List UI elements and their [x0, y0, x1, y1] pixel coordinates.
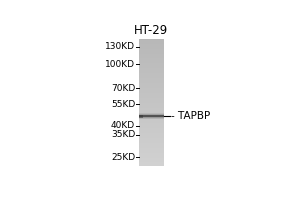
Text: 70KD: 70KD: [111, 84, 135, 93]
Text: 35KD: 35KD: [111, 130, 135, 139]
Text: 25KD: 25KD: [111, 153, 135, 162]
Text: HT-29: HT-29: [134, 24, 169, 37]
Text: - TAPBP: - TAPBP: [171, 111, 210, 121]
Text: 55KD: 55KD: [111, 100, 135, 109]
Text: 100KD: 100KD: [105, 60, 135, 69]
Text: 130KD: 130KD: [105, 42, 135, 51]
Text: 40KD: 40KD: [111, 121, 135, 130]
